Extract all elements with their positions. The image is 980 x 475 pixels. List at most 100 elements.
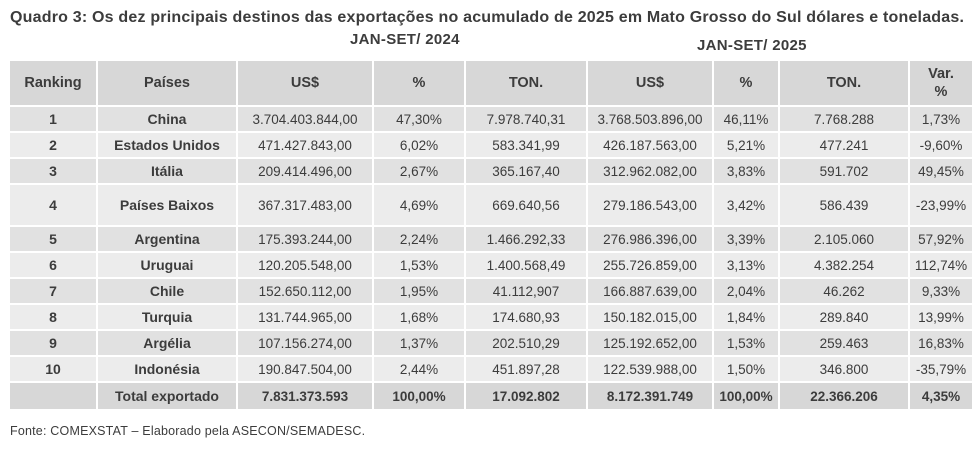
cell-country: Turquia	[96, 303, 238, 332]
cell-ton-2025: 46.262	[778, 277, 910, 306]
cell-pct-2024: 2,67%	[372, 157, 466, 186]
cell-ton-2024: 7.978.740,31	[464, 105, 588, 134]
cell-usd-2025: 426.187.563,00	[586, 131, 714, 160]
cell-ton-2024: 1.400.568,49	[464, 251, 588, 280]
cell-country: Chile	[96, 277, 238, 306]
cell-country: Uruguai	[96, 251, 238, 280]
cell-pct-2025: 5,21%	[712, 131, 780, 160]
var-pct-label: Var. %	[928, 66, 954, 101]
col-header-usd-2025: US$	[586, 59, 714, 108]
cell-usd-2024: 3.704.403.844,00	[236, 105, 374, 134]
cell-usd-2025: 276.986.396,00	[586, 225, 714, 254]
cell-country: Argélia	[96, 329, 238, 358]
cell-usd-2024: 367.317.483,00	[236, 183, 374, 228]
cell-ranking: 6	[8, 251, 98, 280]
cell-ton-2025: 7.768.288	[778, 105, 910, 134]
col-header-ton-2024: TON.	[464, 59, 588, 108]
cell-country: Itália	[96, 157, 238, 186]
cell-ton-2025: 2.105.060	[778, 225, 910, 254]
cell-ton-2025: 477.241	[778, 131, 910, 160]
table-caption: Quadro 3: Os dez principais destinos das…	[10, 9, 965, 26]
cell-pct-2024: 1,68%	[372, 303, 466, 332]
cell-ranking: 10	[8, 355, 98, 384]
cell-var-pct: 57,92%	[908, 225, 974, 254]
cell-ton-2025: 289.840	[778, 303, 910, 332]
cell-ton-2024: 583.341,99	[464, 131, 588, 160]
cell-pct-2024: 4,69%	[372, 183, 466, 228]
total-cell-ton-2024: 17.092.802	[464, 381, 588, 412]
cell-ton-2024: 174.680,93	[464, 303, 588, 332]
table-row: 10 Indonésia 190.847.504,00 2,44% 451.897,28…	[8, 355, 974, 384]
cell-ton-2024: 669.640,56	[464, 183, 588, 228]
col-header-usd-2024: US$	[236, 59, 374, 108]
period-2025-label: JAN-SET/ 2025	[697, 37, 807, 55]
cell-ton-2024: 41.112,907	[464, 277, 588, 306]
period-header-row: JAN-SET/ 2024 JAN-SET/ 2025	[0, 29, 980, 59]
cell-var-pct: -35,79%	[908, 355, 974, 384]
total-cell-ton-2025: 22.366.206	[778, 381, 910, 412]
cell-pct-2024: 2,44%	[372, 355, 466, 384]
total-row: Total exportado 7.831.373.593 100,00% 17.09…	[8, 381, 974, 412]
source-note: Fonte: COMEXSTAT – Elaborado pela ASECON…	[10, 424, 366, 439]
cell-usd-2025: 166.887.639,00	[586, 277, 714, 306]
cell-pct-2024: 2,24%	[372, 225, 466, 254]
cell-var-pct: -9,60%	[908, 131, 974, 160]
cell-usd-2024: 152.650.112,00	[236, 277, 374, 306]
cell-var-pct: 9,33%	[908, 277, 974, 306]
cell-usd-2024: 190.847.504,00	[236, 355, 374, 384]
total-cell-usd-2025: 8.172.391.749	[586, 381, 714, 412]
cell-ton-2024: 202.510,29	[464, 329, 588, 358]
table-row: 7 Chile 152.650.112,00 1,95% 41.112,907 166.8…	[8, 277, 974, 306]
table-row: 6 Uruguai 120.205.548,00 1,53% 1.400.568,49 2…	[8, 251, 974, 280]
cell-ranking: 8	[8, 303, 98, 332]
cell-country: China	[96, 105, 238, 134]
cell-country: Estados Unidos	[96, 131, 238, 160]
cell-pct-2025: 3,39%	[712, 225, 780, 254]
exports-table: Ranking Países US$ % TON. US$ % TON. Var…	[8, 59, 974, 412]
total-cell-ranking	[8, 381, 98, 412]
period-2024-label: JAN-SET/ 2024	[350, 31, 460, 49]
cell-ranking: 2	[8, 131, 98, 160]
table-row: 2 Estados Unidos 471.427.843,00 6,02% 583.34…	[8, 131, 974, 160]
cell-pct-2024: 6,02%	[372, 131, 466, 160]
cell-pct-2025: 3,42%	[712, 183, 780, 228]
col-header-pct-2025: %	[712, 59, 780, 108]
table-row: 1 China 3.704.403.844,00 47,30% 7.978.740,31…	[8, 105, 974, 134]
col-header-ton-2025: TON.	[778, 59, 910, 108]
cell-pct-2025: 2,04%	[712, 277, 780, 306]
total-cell-var-pct: 4,35%	[908, 381, 974, 412]
cell-usd-2024: 120.205.548,00	[236, 251, 374, 280]
cell-usd-2025: 279.186.543,00	[586, 183, 714, 228]
cell-usd-2025: 312.962.082,00	[586, 157, 714, 186]
cell-usd-2025: 150.182.015,00	[586, 303, 714, 332]
cell-usd-2025: 125.192.652,00	[586, 329, 714, 358]
cell-pct-2024: 1,53%	[372, 251, 466, 280]
cell-ranking: 1	[8, 105, 98, 134]
cell-pct-2024: 1,37%	[372, 329, 466, 358]
total-cell-usd-2024: 7.831.373.593	[236, 381, 374, 412]
cell-pct-2024: 47,30%	[372, 105, 466, 134]
table-row: 4 Países Baixos 367.317.483,00 4,69% 669.640…	[8, 183, 974, 228]
cell-usd-2025: 122.539.988,00	[586, 355, 714, 384]
table-row: 8 Turquia 131.744.965,00 1,68% 174.680,93 150…	[8, 303, 974, 332]
cell-ranking: 3	[8, 157, 98, 186]
col-header-var-pct: Var. %	[908, 59, 974, 108]
cell-ranking: 9	[8, 329, 98, 358]
table-row: 9 Argélia 107.156.274,00 1,37% 202.510,29 125…	[8, 329, 974, 358]
col-header-ranking: Ranking	[8, 59, 98, 108]
cell-ranking: 7	[8, 277, 98, 306]
col-header-country: Países	[96, 59, 238, 108]
table-row: 5 Argentina 175.393.244,00 2,24% 1.466.292,3…	[8, 225, 974, 254]
cell-pct-2025: 1,53%	[712, 329, 780, 358]
cell-usd-2024: 175.393.244,00	[236, 225, 374, 254]
cell-ranking: 4	[8, 183, 98, 228]
cell-pct-2025: 1,50%	[712, 355, 780, 384]
cell-country: Argentina	[96, 225, 238, 254]
cell-pct-2025: 1,84%	[712, 303, 780, 332]
cell-ton-2024: 365.167,40	[464, 157, 588, 186]
cell-var-pct: 13,99%	[908, 303, 974, 332]
cell-var-pct: 49,45%	[908, 157, 974, 186]
cell-ranking: 5	[8, 225, 98, 254]
total-cell-pct-2025: 100,00%	[712, 381, 780, 412]
cell-ton-2024: 451.897,28	[464, 355, 588, 384]
